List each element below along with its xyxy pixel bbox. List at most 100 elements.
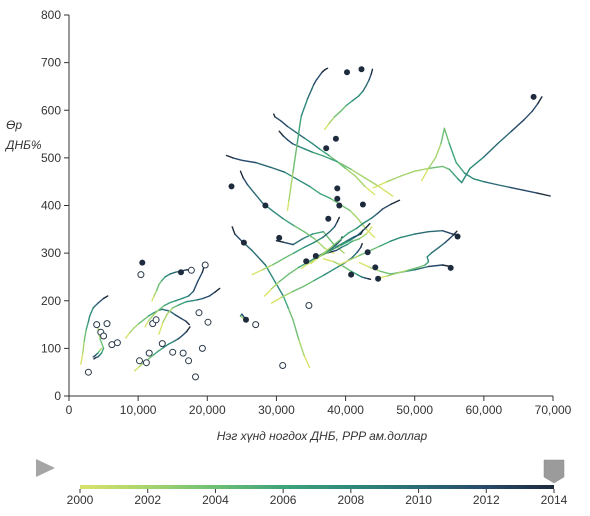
trajectory-segment xyxy=(208,291,216,297)
trajectory-segment xyxy=(299,115,302,126)
trajectory-segment xyxy=(360,242,363,249)
trajectory-segment xyxy=(345,99,354,107)
country-trajectory xyxy=(251,216,340,276)
end-point-marker xyxy=(228,183,235,190)
trajectory-segment xyxy=(453,173,459,181)
trajectory-segment xyxy=(333,220,338,228)
trajectory-segment xyxy=(349,209,359,220)
trajectory-segment xyxy=(254,161,272,169)
trajectory-segment xyxy=(300,262,309,270)
trajectory-segment xyxy=(311,83,315,91)
trajectory-segment xyxy=(93,357,97,360)
trajectory-segment xyxy=(158,321,164,335)
trajectory-segment xyxy=(324,244,334,253)
trajectory-segment xyxy=(246,183,255,193)
trajectory-segment xyxy=(420,167,430,182)
trajectory-segment xyxy=(332,238,343,247)
trajectory-segment xyxy=(430,246,440,254)
trajectory-segment xyxy=(346,236,355,242)
start-point-marker xyxy=(137,271,145,279)
trajectory-segment xyxy=(347,227,358,234)
trajectory-segment xyxy=(321,249,332,256)
trajectory-segment xyxy=(531,102,539,112)
country-trajectory xyxy=(92,347,103,358)
trajectory-segment xyxy=(313,236,324,244)
start-point-marker xyxy=(113,339,121,347)
trajectory-segment xyxy=(302,233,314,240)
trajectory-segment xyxy=(288,266,300,275)
trajectory-segment xyxy=(297,338,305,357)
series-layer xyxy=(80,67,551,372)
start-point-marker xyxy=(252,321,260,329)
trajectory-segment xyxy=(358,90,364,97)
trajectory-segment xyxy=(297,123,301,135)
trajectory-segment xyxy=(158,280,163,286)
trajectory-segment xyxy=(448,168,455,176)
trajectory-segment xyxy=(322,230,331,239)
trajectory-segment xyxy=(304,148,314,153)
trajectory-segment xyxy=(407,266,419,271)
end-point-marker xyxy=(359,201,366,208)
timeline-slider-handle[interactable] xyxy=(543,459,565,484)
trajectory-segment xyxy=(192,281,199,292)
y-tick-label: 0 xyxy=(54,389,61,403)
timeline-year-label: 2006 xyxy=(270,493,297,507)
trajectory-segment xyxy=(282,241,294,246)
trajectory-segment xyxy=(100,347,105,354)
end-point-marker xyxy=(325,215,332,222)
trajectory-segment xyxy=(152,309,160,316)
country-trajectory xyxy=(322,258,372,280)
trajectory-segment xyxy=(455,161,466,174)
trajectory-segment xyxy=(362,84,367,92)
timeline-color-bar[interactable] xyxy=(80,485,554,489)
trajectory-segment xyxy=(340,232,349,240)
trajectory-segment xyxy=(364,177,380,188)
trajectory-segment xyxy=(358,233,367,240)
trajectory-segment xyxy=(156,283,160,291)
start-point-marker xyxy=(100,332,108,340)
trajectory-segment xyxy=(274,116,282,122)
trajectory-segment xyxy=(336,216,340,223)
trajectory-segment xyxy=(463,172,475,180)
trajectory-segment xyxy=(355,222,365,230)
trajectory-segment xyxy=(196,271,204,283)
trajectory-segment xyxy=(293,152,297,164)
trajectory-segment xyxy=(351,238,361,242)
country-trajectory xyxy=(273,113,376,196)
trajectory-segment xyxy=(124,332,131,339)
trajectory-segment xyxy=(185,326,191,333)
trajectory-segment xyxy=(364,185,376,196)
trajectory-segment xyxy=(368,73,372,81)
trajectory-segment xyxy=(196,297,204,301)
end-point-marker xyxy=(372,264,379,271)
trajectory-segment xyxy=(335,246,343,252)
country-trajectory xyxy=(278,130,394,197)
trajectory-segment xyxy=(424,261,430,266)
trajectory-segment xyxy=(191,299,199,302)
trajectory-segment xyxy=(370,212,379,220)
trajectory-segment xyxy=(324,67,329,71)
trajectory-segment xyxy=(303,354,311,369)
y-tick-label: 600 xyxy=(41,103,61,117)
trajectory-segment xyxy=(296,178,311,188)
trajectory-segment xyxy=(169,271,177,275)
trajectory-segment xyxy=(162,313,168,323)
play-button-icon[interactable] xyxy=(36,459,55,477)
trajectory-segment xyxy=(495,183,511,189)
trajectory-segment xyxy=(322,230,334,245)
trajectory-segment xyxy=(92,302,99,309)
trajectory-segment xyxy=(176,302,183,307)
trajectory-segment xyxy=(286,199,290,212)
country-trajectory xyxy=(133,326,191,372)
trajectory-segment xyxy=(241,159,257,164)
trajectory-segment xyxy=(311,151,325,157)
end-point-marker xyxy=(240,239,247,246)
trajectory-segment xyxy=(214,287,221,293)
trajectory-segment xyxy=(147,354,155,360)
country-trajectory xyxy=(275,230,345,254)
trajectory-segment xyxy=(313,274,325,282)
trajectory-segment xyxy=(483,142,499,158)
trajectory-segment xyxy=(292,238,304,246)
trajectory-segment xyxy=(441,229,454,235)
trajectory-segment xyxy=(202,295,211,300)
